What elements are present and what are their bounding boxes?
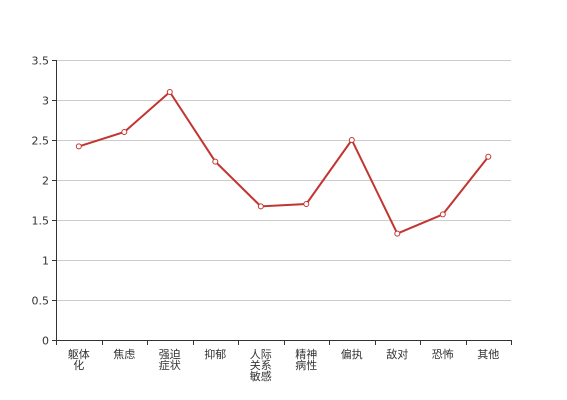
axis-layer [52, 60, 512, 345]
x-tick-label: 其他 [477, 348, 499, 361]
data-point[interactable] [303, 201, 310, 207]
x-tick-label: 强迫症状 [159, 347, 181, 372]
y-tick-label: 3 [42, 95, 49, 108]
series-line [78, 90, 490, 235]
x-tick-label: 人际关系敏感 [250, 348, 272, 383]
label-layer: 0 0.5 1 1.5 2 2.5 3 3.5 躯体化 焦虑 强迫症状 抑郁 人际关系敏感 精神病性 偏执 敌… [32, 55, 500, 384]
x-tick-label: 抑郁 [204, 347, 226, 361]
y-tick-label: 0.5 [32, 295, 50, 308]
series-layer [75, 89, 492, 237]
data-point[interactable] [166, 89, 173, 95]
y-tick-label: 2 [42, 175, 49, 188]
x-tick-label: 敌对 [386, 347, 408, 361]
y-tick-label: 1.5 [32, 215, 50, 228]
data-point[interactable] [212, 158, 219, 165]
data-point[interactable] [394, 230, 401, 237]
y-tick-label: 3.5 [32, 55, 50, 68]
y-tick-label: 2.5 [32, 135, 50, 148]
x-tick-label: 恐怖 [432, 347, 454, 361]
x-tick-label: 精神病性 [295, 347, 317, 372]
x-tick-label: 焦虑 [113, 348, 135, 361]
data-point[interactable] [257, 203, 264, 210]
data-point[interactable] [439, 211, 446, 218]
data-point[interactable] [121, 129, 128, 135]
data-point[interactable] [485, 153, 492, 160]
grid-layer [56, 60, 511, 301]
data-point[interactable] [75, 143, 82, 150]
y-tick-label: 1 [42, 255, 49, 268]
x-tick-label: 躯体化 [68, 347, 90, 372]
y-tick-label: 0 [42, 335, 49, 348]
data-point[interactable] [348, 137, 355, 143]
x-tick-label: 偏执 [341, 347, 363, 361]
